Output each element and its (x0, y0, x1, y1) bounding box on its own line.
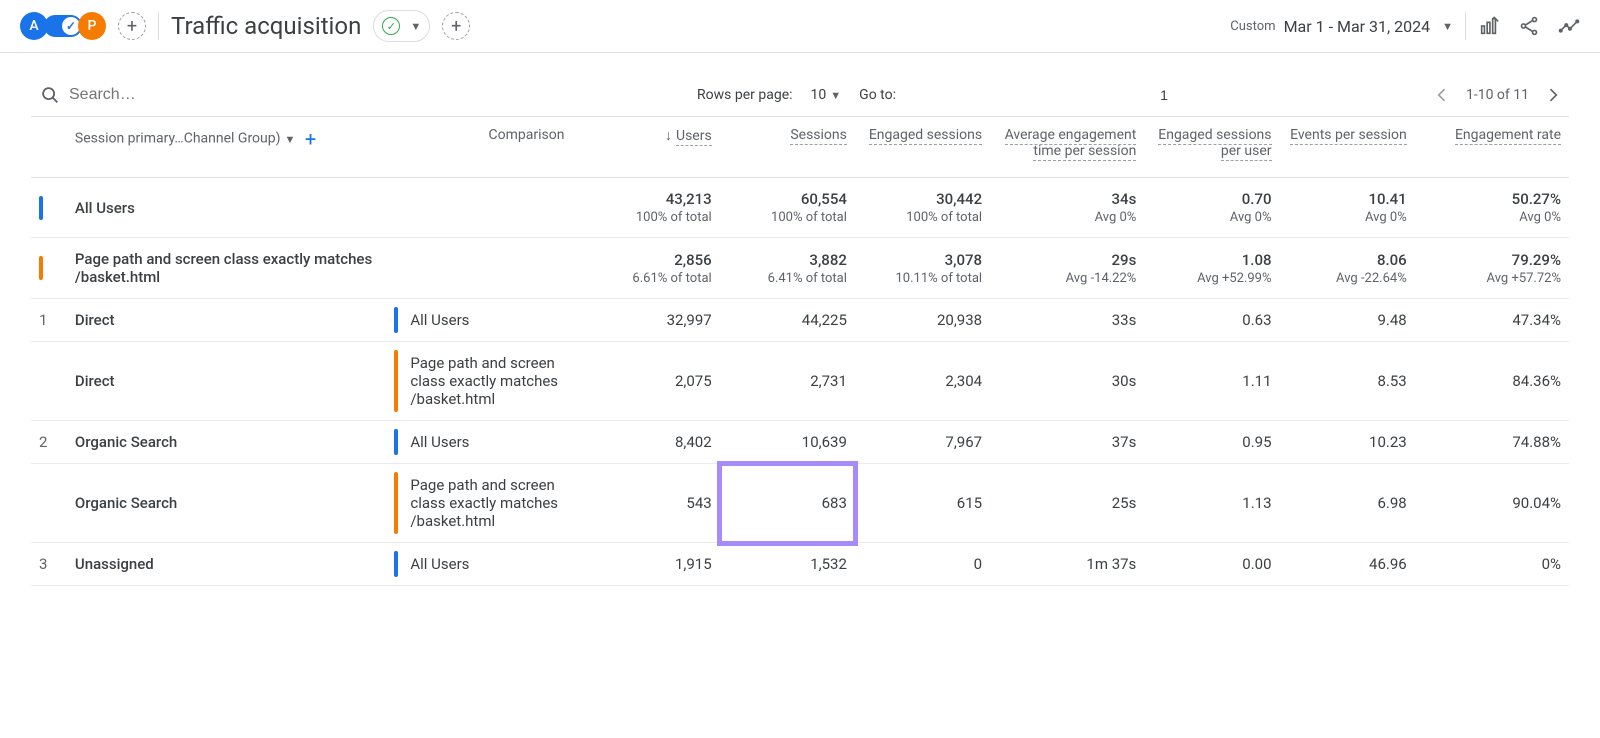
rate-cell: 0% (1415, 543, 1569, 586)
eng-cell: 0 (855, 543, 990, 586)
peruser-cell: 0.63 (1144, 299, 1279, 342)
peruser-cell: 1.11 (1144, 342, 1279, 421)
eng-cell: 615 (855, 464, 990, 543)
users-cell: 1,915 (584, 543, 719, 586)
dimension-cell: Unassigned (67, 543, 394, 586)
sessions-cell: 10,639 (720, 421, 855, 464)
date-range-value: Mar 1 - Mar 31, 2024 (1284, 17, 1431, 36)
comparison-cell: All Users (394, 299, 584, 342)
dimension-cell: Direct (67, 299, 394, 342)
comparison-header: Comparison (394, 117, 584, 178)
eng-cell: 2,304 (855, 342, 990, 421)
avg-cell: 30s (990, 342, 1144, 421)
next-page-icon[interactable] (1543, 85, 1563, 105)
table-row[interactable]: 2Organic SearchAll Users8,40210,6397,967… (31, 421, 1569, 464)
check-icon: ✓ (382, 17, 400, 35)
divider (1465, 12, 1466, 40)
table-search-row: Rows per page: 10▼ Go to: 1-10 of 11 (31, 74, 1569, 117)
dimension-cell: Organic Search (67, 421, 394, 464)
eng-cell: 20,938 (855, 299, 990, 342)
divider (158, 12, 159, 40)
table-header-row: Session primary…Channel Group)▼ + Compar… (31, 117, 1569, 178)
prev-page-icon[interactable] (1432, 85, 1452, 105)
table-row[interactable]: Organic SearchPage path and screen class… (31, 464, 1569, 543)
segment-label: Page path and screen class exactly match… (67, 238, 394, 299)
col-events-per-session[interactable]: Events per session (1280, 117, 1415, 178)
add-segment-button[interactable]: + (118, 12, 146, 40)
goto-input[interactable] (914, 83, 1414, 108)
goto-label: Go to: (859, 87, 896, 103)
comparison-cell: All Users (394, 543, 584, 586)
sessions-cell: 1,532 (720, 543, 855, 586)
avg-cell: 37s (990, 421, 1144, 464)
search-input[interactable] (61, 82, 561, 108)
add-report-button[interactable]: + (442, 12, 470, 40)
avg-cell: 25s (990, 464, 1144, 543)
table-row[interactable]: 1DirectAll Users32,99744,22520,93833s0.6… (31, 299, 1569, 342)
users-cell: 543 (584, 464, 719, 543)
page-title: Traffic acquisition (171, 12, 361, 40)
chevron-down-icon: ▼ (1442, 20, 1453, 33)
rate-cell: 84.36% (1415, 342, 1569, 421)
segment-badges: A P (20, 12, 106, 40)
rows-per-page-select[interactable]: 10▼ (811, 87, 842, 103)
add-dimension-button[interactable]: + (305, 127, 316, 151)
events-cell: 46.96 (1280, 543, 1415, 586)
users-cell: 8,402 (584, 421, 719, 464)
share-icon[interactable] (1518, 15, 1540, 37)
events-cell: 8.53 (1280, 342, 1415, 421)
segment-toggle[interactable] (44, 15, 82, 37)
report-status-chip[interactable]: ✓ ▼ (373, 10, 430, 42)
table-row[interactable]: 3UnassignedAll Users1,9151,53201m 37s0.0… (31, 543, 1569, 586)
sessions-cell: 44,225 (720, 299, 855, 342)
eng-cell: 7,967 (855, 421, 990, 464)
col-sessions[interactable]: Sessions (720, 117, 855, 178)
sessions-cell: 2,731 (720, 342, 855, 421)
col-eng-rate[interactable]: Engagement rate (1415, 117, 1569, 178)
summary-row-all-users: All Users 43,213100% of total 60,554100%… (31, 178, 1569, 238)
customize-report-icon[interactable] (1478, 15, 1500, 37)
col-avg-eng-time[interactable]: Average engagement time per session (990, 117, 1144, 178)
rate-cell: 74.88% (1415, 421, 1569, 464)
col-users[interactable]: ↓Users (584, 117, 719, 178)
segment-badge-p[interactable]: P (78, 12, 106, 40)
comparison-cell: All Users (394, 421, 584, 464)
peruser-cell: 0.00 (1144, 543, 1279, 586)
col-engaged-sessions[interactable]: Engaged sessions (855, 117, 990, 178)
avg-cell: 1m 37s (990, 543, 1144, 586)
report-table: Rows per page: 10▼ Go to: 1-10 of 11 Ses… (30, 73, 1570, 587)
users-cell: 32,997 (584, 299, 719, 342)
rate-cell: 47.34% (1415, 299, 1569, 342)
avg-cell: 33s (990, 299, 1144, 342)
search-icon (39, 84, 61, 106)
dimension-header[interactable]: Session primary…Channel Group)▼ + (67, 117, 394, 178)
events-cell: 9.48 (1280, 299, 1415, 342)
date-range-picker[interactable]: Custom Mar 1 - Mar 31, 2024 ▼ (1230, 17, 1453, 36)
comparison-cell: Page path and screen class exactly match… (394, 464, 584, 543)
page-info: 1-10 of 11 (1466, 87, 1529, 103)
users-cell: 2,075 (584, 342, 719, 421)
chevron-down-icon: ▼ (410, 20, 421, 33)
dimension-cell: Direct (67, 342, 394, 421)
dimension-cell: Organic Search (67, 464, 394, 543)
table-row[interactable]: DirectPage path and screen class exactly… (31, 342, 1569, 421)
summary-row-basket: Page path and screen class exactly match… (31, 238, 1569, 299)
rows-per-page-label: Rows per page: (697, 87, 792, 103)
top-bar: A P + Traffic acquisition ✓ ▼ + Custom M… (0, 0, 1600, 53)
sessions-cell: 683 (720, 464, 855, 543)
events-cell: 10.23 (1280, 421, 1415, 464)
insights-icon[interactable] (1558, 15, 1580, 37)
peruser-cell: 0.95 (1144, 421, 1279, 464)
col-eng-per-user[interactable]: Engaged sessions per user (1144, 117, 1279, 178)
rate-cell: 90.04% (1415, 464, 1569, 543)
events-cell: 6.98 (1280, 464, 1415, 543)
segment-label: All Users (67, 178, 394, 238)
comparison-cell: Page path and screen class exactly match… (394, 342, 584, 421)
date-range-label: Custom (1230, 19, 1275, 34)
peruser-cell: 1.13 (1144, 464, 1279, 543)
